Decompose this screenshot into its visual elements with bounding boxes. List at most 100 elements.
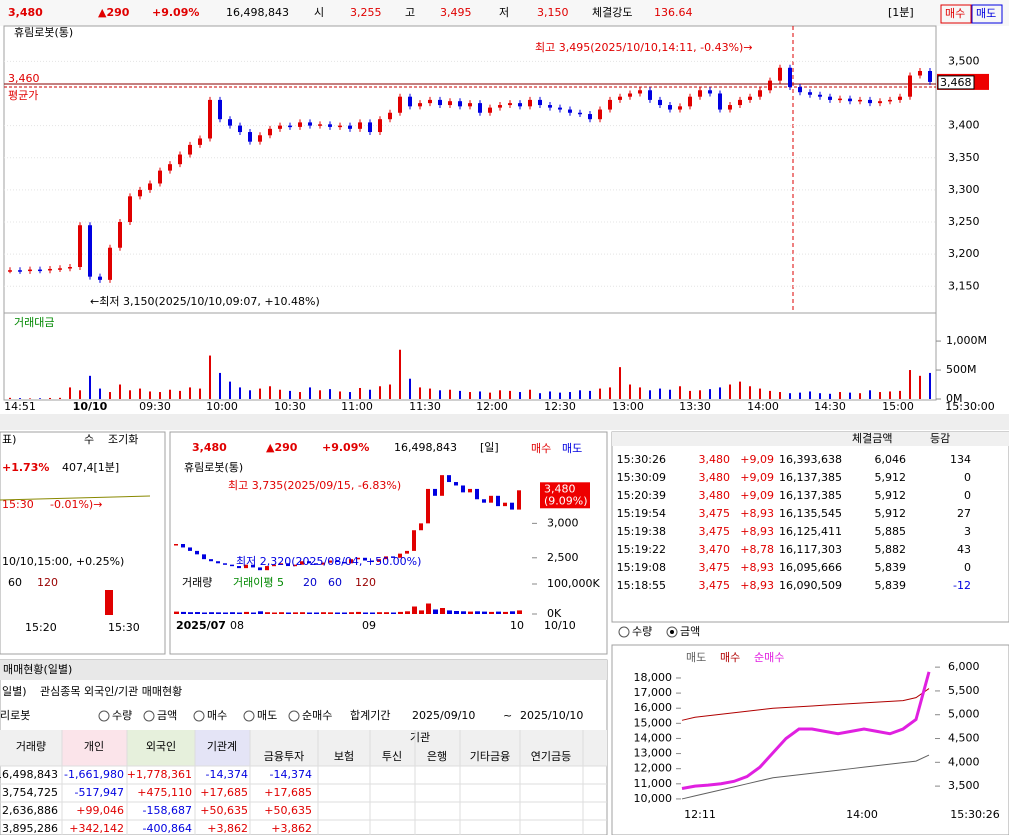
volume-bar — [499, 390, 501, 399]
label: 거래량 — [16, 740, 46, 753]
volume-bar — [759, 388, 761, 399]
candle — [248, 132, 252, 142]
volume-bar — [649, 390, 651, 399]
volume-bar — [265, 612, 270, 614]
candle — [408, 96, 412, 107]
label: 407,4[1분] — [62, 461, 119, 474]
y2-tick-label: 4,000 — [948, 755, 980, 768]
label: 10 — [510, 619, 524, 632]
label: 거래대금 — [14, 316, 54, 329]
volume-bar — [216, 612, 221, 614]
candle — [216, 561, 220, 564]
label: 0 — [964, 489, 971, 502]
candle — [68, 267, 72, 269]
label: 136.64 — [654, 6, 693, 19]
volume-bar — [729, 384, 731, 399]
volume-bar — [259, 388, 261, 399]
volume-bar — [398, 611, 403, 614]
candle — [188, 547, 192, 551]
volume-bar — [475, 611, 480, 614]
volume-bar — [19, 398, 21, 399]
candle — [448, 101, 452, 106]
radio[interactable] — [618, 626, 630, 638]
label: 투신 — [382, 750, 402, 763]
candle — [818, 94, 822, 97]
volume-bar — [239, 387, 241, 399]
candle — [528, 99, 532, 107]
label: 3 — [964, 525, 971, 538]
header-cell — [195, 730, 250, 766]
volume-bar — [237, 612, 242, 614]
label: 3,470 — [699, 543, 731, 556]
volume-bar — [889, 391, 891, 399]
label: 순매수 — [302, 709, 332, 722]
x-tick-label: 13:30 — [679, 400, 711, 413]
candle — [209, 559, 213, 562]
volume-bar — [359, 387, 361, 399]
candle — [88, 225, 92, 277]
volume-bar — [468, 611, 473, 614]
y-tick-label: 13,000 — [634, 747, 673, 760]
radio[interactable] — [98, 710, 110, 722]
label: +3,862 — [207, 822, 248, 835]
scrollbar[interactable] — [0, 414, 1009, 430]
label: 2025/07 — [176, 619, 226, 632]
candle — [202, 554, 206, 560]
label: 매도 — [257, 709, 277, 722]
candle — [628, 93, 632, 97]
volume-bar — [391, 612, 396, 614]
label: +1,778,361 — [127, 768, 192, 781]
radio[interactable] — [288, 710, 300, 722]
legend-entry: 매도 — [686, 651, 706, 664]
volume-bar — [719, 387, 721, 399]
volume-bar — [709, 389, 711, 399]
candle — [265, 566, 269, 571]
candle — [440, 475, 444, 496]
candle — [419, 523, 423, 531]
label: 3,480 — [192, 441, 227, 454]
buy-button[interactable] — [940, 4, 972, 24]
volume-bar — [503, 611, 508, 614]
label: 16,095,666 — [779, 561, 842, 574]
radio[interactable] — [143, 710, 155, 722]
label: 3,895,286 — [2, 822, 58, 835]
label: 최고 3,495(2025/10/10,14:11, -0.43%)→ — [535, 41, 753, 54]
radio[interactable] — [243, 710, 255, 722]
label: 거래량 — [182, 576, 212, 589]
volume-bar — [769, 390, 771, 399]
candle — [698, 90, 702, 97]
label: 매도 — [976, 7, 996, 20]
volume-bar — [89, 375, 91, 399]
candle — [279, 563, 283, 565]
candle — [496, 495, 500, 507]
volume-bar — [447, 610, 452, 614]
candle — [342, 561, 346, 564]
label: 16,498,843 — [0, 768, 58, 781]
label: 5,885 — [875, 525, 907, 538]
radio[interactable] — [193, 710, 205, 722]
candle — [348, 125, 352, 129]
label: 09 — [362, 619, 376, 632]
top-bar — [0, 0, 1009, 26]
volume-bar — [384, 612, 389, 614]
label: 매매현황(일별) — [3, 662, 72, 676]
volume-bar — [809, 391, 811, 399]
sell-button[interactable] — [971, 4, 1003, 24]
candle — [648, 90, 652, 100]
label: 최고 3,735(2025/09/15, -6.83%) — [228, 479, 401, 492]
label: 10/10 — [544, 619, 576, 632]
volume-bar — [329, 389, 331, 399]
current-price: 3,468 — [940, 76, 972, 89]
volume-bar — [169, 389, 171, 399]
current-box — [937, 75, 975, 90]
label: 기관계 — [207, 740, 237, 753]
candle — [538, 99, 542, 106]
flow-pane — [611, 644, 1009, 835]
candle — [878, 101, 882, 104]
volume-bar — [69, 387, 71, 399]
candle — [868, 99, 872, 104]
volume-bar — [319, 390, 321, 399]
y-tick-label: 500M — [946, 363, 977, 376]
candle — [568, 109, 572, 113]
volume-bar — [223, 612, 228, 614]
